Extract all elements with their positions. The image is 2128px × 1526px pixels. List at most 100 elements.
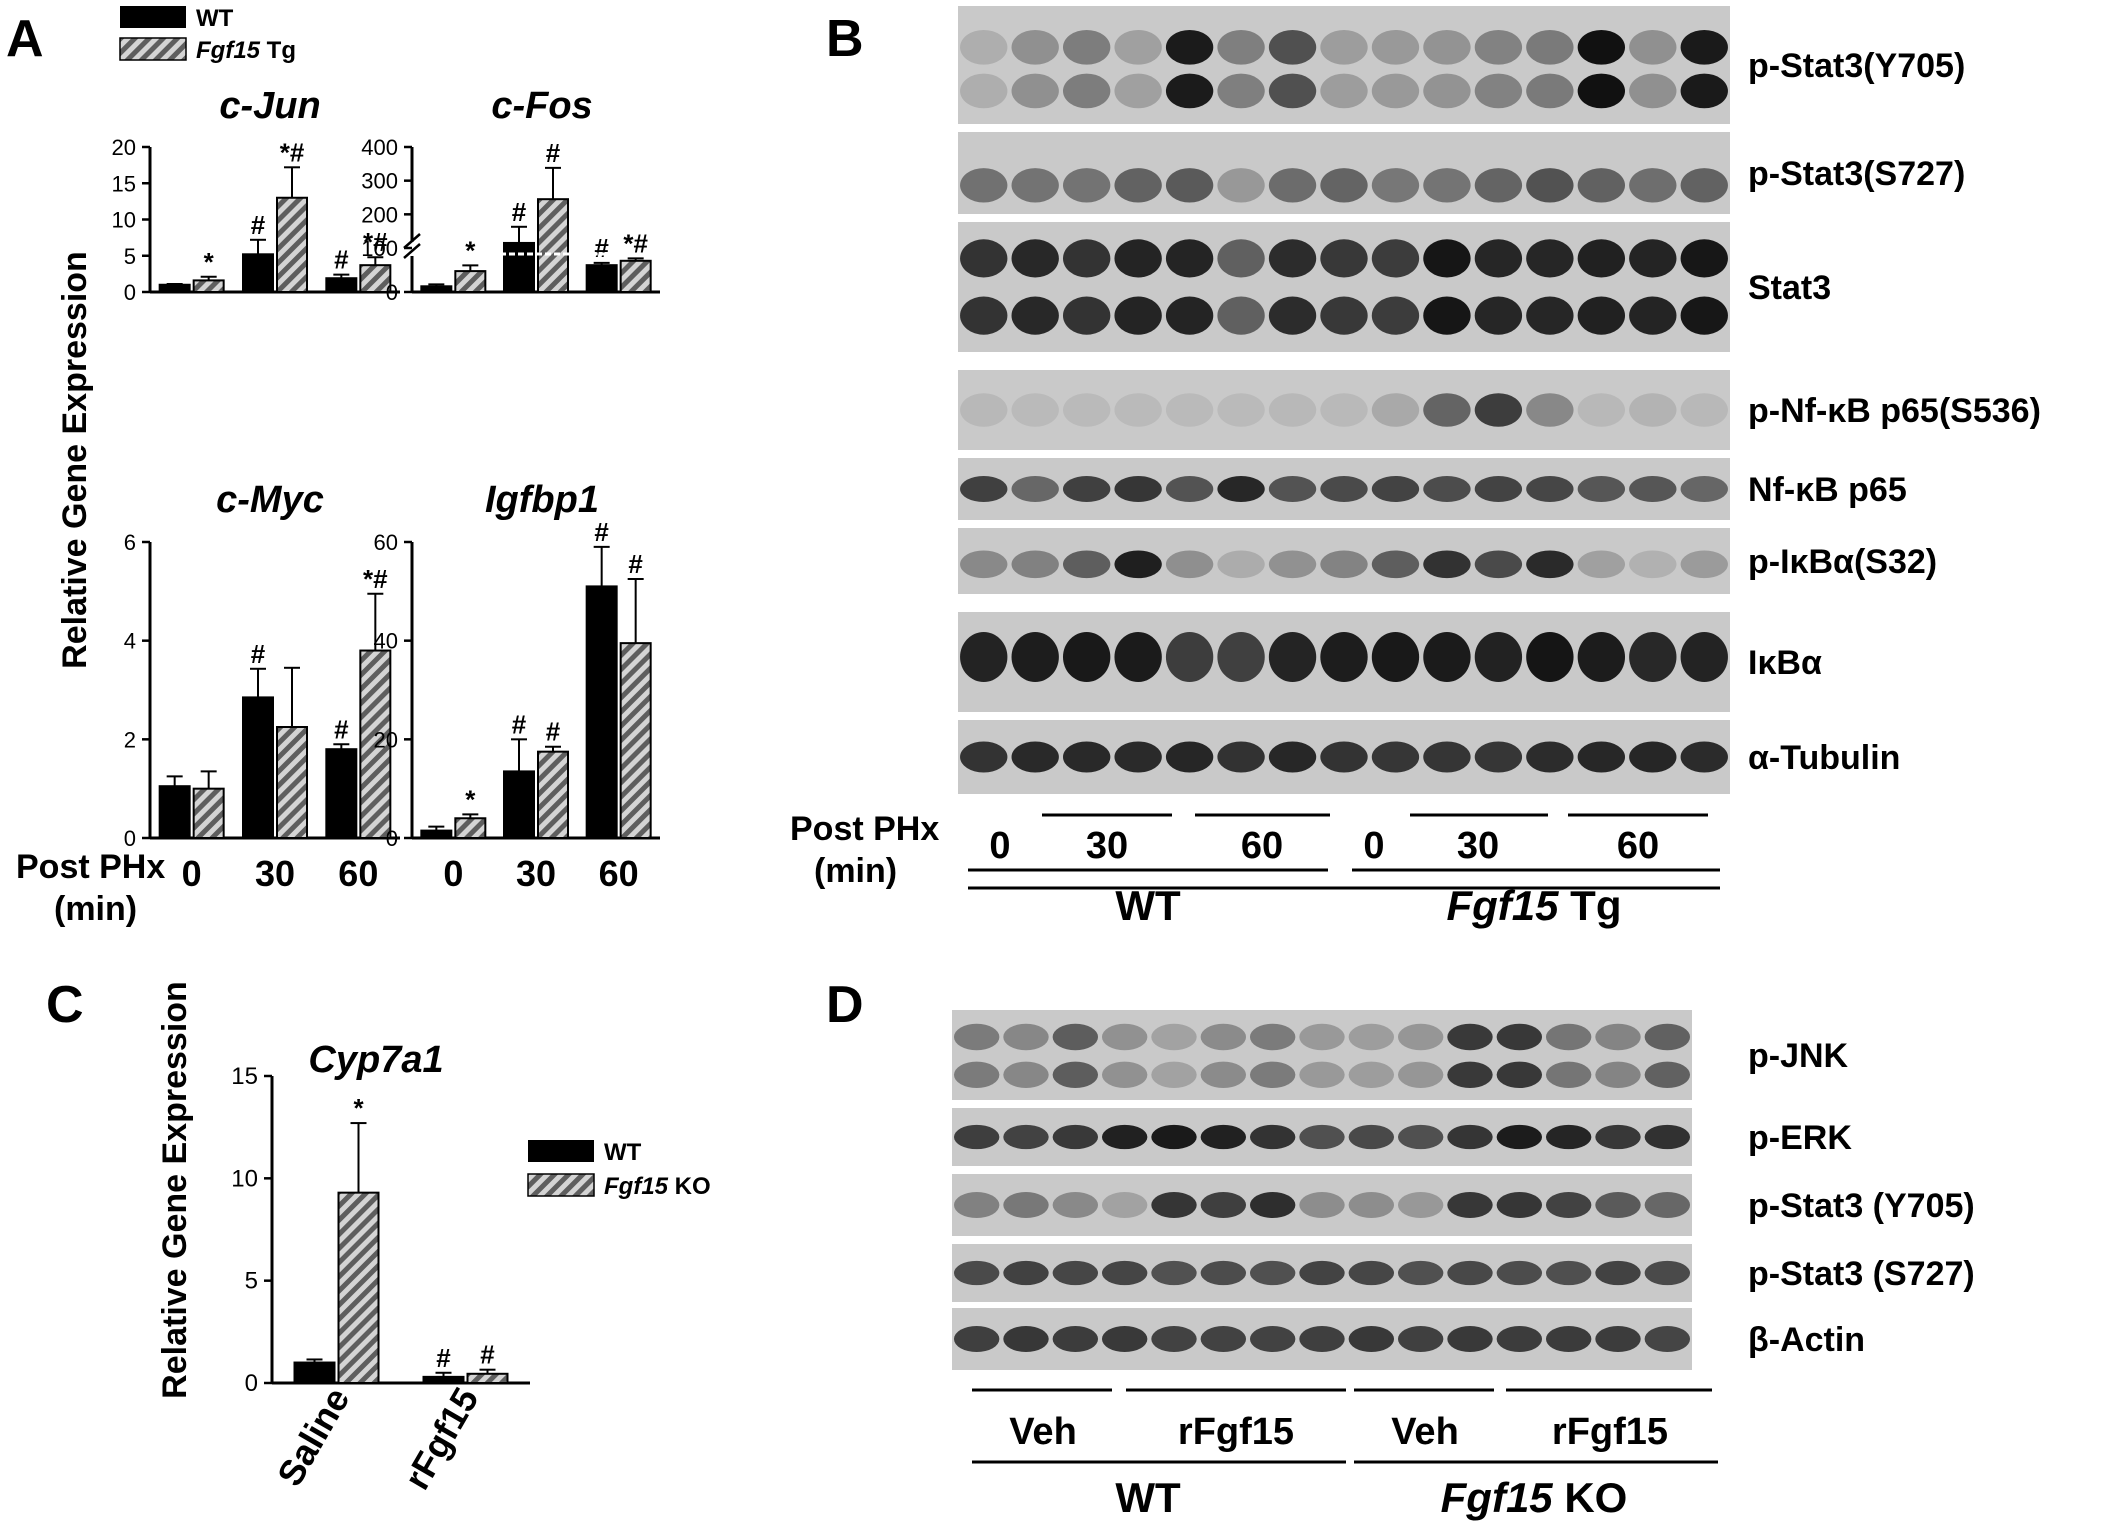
blot-band bbox=[1062, 29, 1111, 65]
blot-band bbox=[1474, 296, 1523, 335]
bar-wt-60 bbox=[585, 585, 618, 840]
blot-band bbox=[1680, 393, 1728, 427]
blot-band bbox=[1062, 741, 1111, 773]
blot-band bbox=[1474, 550, 1523, 579]
blot-band bbox=[1644, 1191, 1691, 1219]
blot-band bbox=[1595, 1023, 1641, 1051]
blot-band bbox=[1526, 632, 1574, 682]
significance-mark: # bbox=[334, 714, 349, 744]
blot-band bbox=[1423, 168, 1471, 203]
significance-mark: # bbox=[512, 709, 527, 739]
blot-band bbox=[1114, 741, 1162, 773]
y-tick-label: 6 bbox=[124, 530, 136, 555]
blot-label-tubulin: α-Tubulin bbox=[1748, 739, 1900, 777]
y-tick-label: 0 bbox=[386, 826, 398, 851]
blot-band bbox=[1629, 73, 1677, 109]
blot-band bbox=[1052, 1325, 1099, 1353]
blot-band bbox=[1371, 632, 1420, 682]
blot-band bbox=[1526, 73, 1574, 109]
blot-band bbox=[1299, 1325, 1345, 1353]
blot-band bbox=[1474, 168, 1523, 203]
x-tick-label: rFgf15 bbox=[396, 1381, 487, 1497]
bar-fgf15-tg-0 bbox=[454, 270, 487, 294]
blot-band bbox=[1114, 296, 1162, 335]
bar-wt-rfgf15 bbox=[422, 1375, 465, 1384]
bar-wt-30 bbox=[503, 241, 535, 293]
blot-band bbox=[1423, 550, 1471, 579]
blot-band bbox=[1011, 741, 1059, 773]
bar-fgf15-tg-30 bbox=[276, 196, 308, 293]
bar-wt-30 bbox=[242, 696, 274, 840]
bar-fgf15-ko-saline bbox=[337, 1191, 380, 1385]
blot-band bbox=[1577, 29, 1626, 65]
blot-band bbox=[1371, 73, 1420, 109]
blot-band bbox=[1545, 1061, 1592, 1089]
y-tick-label: 10 bbox=[231, 1165, 258, 1192]
x-tick-label: 30 bbox=[255, 853, 295, 894]
blot-band bbox=[1249, 1325, 1296, 1353]
blot-band bbox=[1151, 1260, 1197, 1286]
blot-band bbox=[1447, 1023, 1493, 1051]
y-tick-label: 100 bbox=[361, 236, 398, 261]
blot-band bbox=[1299, 1260, 1345, 1286]
panel-label-d: D bbox=[826, 976, 864, 1034]
blot-band bbox=[1062, 168, 1111, 203]
blot-band bbox=[1348, 1061, 1395, 1089]
blot-band bbox=[1348, 1260, 1395, 1286]
blot-band bbox=[1447, 1191, 1493, 1219]
blot-band bbox=[960, 632, 1008, 682]
blot-band bbox=[1011, 296, 1059, 335]
bar-wt-30 bbox=[503, 770, 535, 840]
blot-band bbox=[1577, 239, 1626, 278]
blot-band bbox=[1526, 550, 1574, 579]
blot-band bbox=[1320, 168, 1368, 203]
d-treat-veh1: Veh bbox=[1009, 1411, 1077, 1453]
blot-band bbox=[1003, 1260, 1049, 1286]
blot-label-p-nf-b-p65-s536: p-Nf-κB p65(S536) bbox=[1748, 392, 2041, 430]
blot-band bbox=[1680, 29, 1728, 65]
significance-mark: # bbox=[436, 1343, 451, 1373]
blot-band bbox=[1320, 73, 1368, 109]
blot-band bbox=[1101, 1023, 1148, 1051]
blot-band bbox=[1423, 296, 1471, 335]
panel-label-c: C bbox=[46, 976, 84, 1034]
blot-band bbox=[1011, 632, 1059, 682]
blot-band bbox=[1447, 1325, 1493, 1353]
x-tick-label: 0 bbox=[182, 853, 202, 894]
blot-band bbox=[1595, 1260, 1641, 1286]
blot-band bbox=[1011, 475, 1059, 503]
blot-band bbox=[1249, 1061, 1296, 1089]
blot-band bbox=[1423, 239, 1471, 278]
b-time-0b: 0 bbox=[1363, 825, 1384, 867]
blot-band bbox=[1577, 475, 1626, 503]
blot-band bbox=[1062, 475, 1111, 503]
y-tick-label: 20 bbox=[112, 135, 136, 160]
significance-mark: # bbox=[334, 245, 349, 275]
panel-a-xlabel: Post PHx (min) bbox=[16, 848, 165, 928]
blot-band bbox=[1320, 393, 1368, 427]
blot-band bbox=[1217, 239, 1265, 278]
blot-label-p-stat3-y705: p-Stat3 (Y705) bbox=[1748, 1187, 1975, 1225]
y-tick-label: 40 bbox=[374, 629, 398, 654]
significance-mark: * bbox=[465, 235, 476, 265]
blot-band bbox=[1200, 1325, 1247, 1353]
blot-band bbox=[1217, 29, 1265, 65]
blot-band bbox=[1680, 296, 1728, 335]
blot-band bbox=[1151, 1124, 1197, 1150]
blot-band bbox=[1595, 1191, 1641, 1219]
bar-fgf15-tg-60 bbox=[359, 264, 392, 293]
blot-band bbox=[1268, 239, 1317, 278]
blot-band bbox=[1629, 632, 1677, 682]
significance-mark: *# bbox=[363, 564, 388, 594]
blot-band bbox=[1249, 1260, 1296, 1286]
blot-band bbox=[1371, 550, 1420, 579]
significance-mark: # bbox=[628, 549, 643, 579]
blot-band bbox=[1003, 1124, 1049, 1150]
d-group-ko: Fgf15 KO bbox=[1441, 1474, 1628, 1521]
blot-band bbox=[1268, 29, 1317, 65]
chart-title: Cyp7a1 bbox=[308, 1039, 443, 1081]
blot-band bbox=[1268, 296, 1317, 335]
blot-band bbox=[1629, 475, 1677, 503]
blot-band bbox=[1680, 168, 1728, 203]
